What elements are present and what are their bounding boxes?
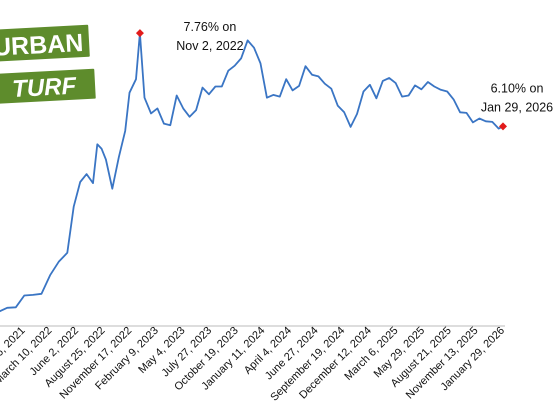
annotation-latest-line2: Jan 29, 2026 [481,100,553,114]
x-tick-labels: September 23, 2021December 16, 2021March… [0,325,507,404]
x-tick-label: September 23, 2021 [0,325,1,404]
logo-sign-top [0,22,92,64]
annotation-latest-line1: 6.10% on [491,81,544,95]
logo-word-turf: TURF [11,73,78,103]
annotation-peak-line1: 7.76% on [184,20,237,34]
highlight-markers [135,29,507,131]
urban-turf-logo: URBAN TURF [0,22,98,106]
logo-sign-bottom [0,66,98,106]
logo-word-urban: URBAN [0,29,84,62]
annotations-group: 7.76% on Nov 2, 2022 6.10% on Jan 29, 20… [176,20,553,114]
latest-marker [499,122,507,131]
series-line [0,32,504,313]
annotation-peak-line2: Nov 2, 2022 [176,39,243,53]
peak-marker [135,29,144,38]
